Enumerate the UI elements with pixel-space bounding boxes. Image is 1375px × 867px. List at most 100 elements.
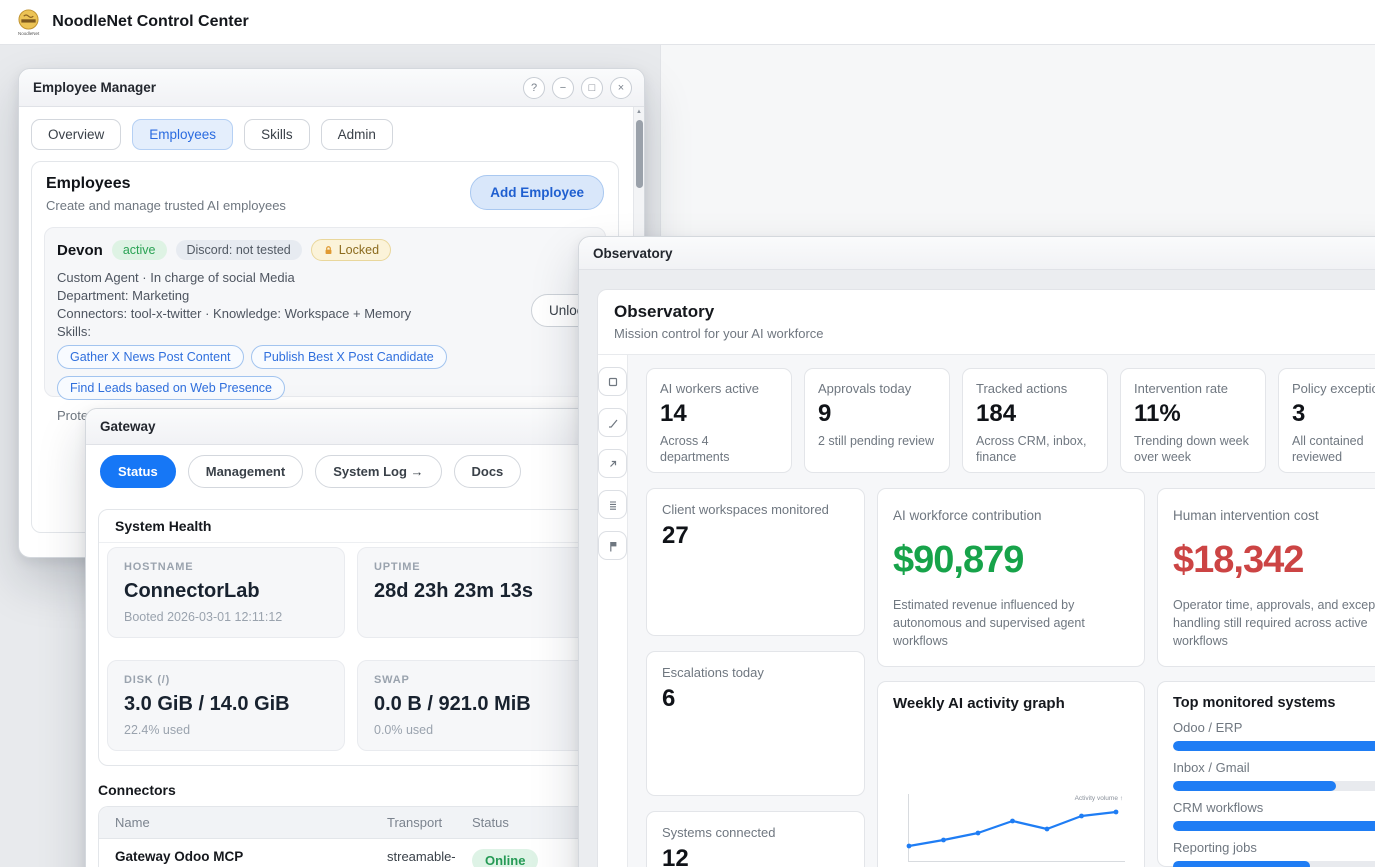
window-title: Gateway [100,419,156,434]
system-item: CRM workflows [1173,800,1375,831]
kpi-policy-exceptions: Policy exceptions 3 All contained review… [1278,368,1375,473]
list-icon[interactable] [598,490,627,519]
system-health-card: System Health HOSTNAME ConnectorLab Boot… [98,509,632,766]
noodlenet-logo-icon [18,8,39,30]
card-escalations: Escalations today 6 [646,651,865,796]
progress-track [1173,781,1375,791]
system-item: Inbox / Gmail [1173,760,1375,791]
square-icon[interactable] [598,367,627,396]
app-title: NoodleNet Control Center [52,13,249,30]
progress-track [1173,861,1375,867]
employee-manager-body: Overview Employees Skills Admin Employee… [19,107,644,558]
window-title: Observatory [593,245,673,261]
tab-employees[interactable]: Employees [132,119,234,150]
kpi-approvals: Approvals today 9 2 still pending review [804,368,950,473]
employee-manager-tabs: Overview Employees Skills Admin [31,119,616,150]
observatory-window: Observatory Observatory Mission control … [578,236,1375,867]
trend-icon[interactable] [598,408,627,437]
stat-hostname: HOSTNAME ConnectorLab Booted 2026-03-01 … [107,547,345,638]
progress-fill [1173,821,1375,831]
kpi-tracked-actions: Tracked actions 184 Across CRM, inbox, f… [962,368,1108,473]
tab-overview[interactable]: Overview [31,119,122,150]
add-employee-button[interactable]: Add Employee [470,175,604,210]
employee-manager-window: Employee Manager ? − □ × Overview Employ… [18,68,645,558]
locked-badge: Locked [310,239,392,261]
window-title: Employee Manager [33,80,157,95]
connector-name: Gateway Odoo MCP [115,849,244,864]
scrollbar-thumb[interactable] [636,120,643,188]
employee-name: Devon [57,241,103,259]
system-item: Reporting jobs [1173,840,1375,867]
observatory-titlebar[interactable]: Observatory [579,237,1375,270]
stat-uptime: UPTIME 28d 23h 23m 13s [357,547,595,638]
discord-badge: Discord: not tested [175,240,302,260]
gateway-tabs: Status Management System Log → Docs [86,445,644,496]
column-status: Status [472,815,509,830]
page-title: Observatory [614,302,715,321]
flag-icon[interactable] [598,531,627,560]
card-intervention-cost: Human intervention cost $18,342 Operator… [1157,488,1375,667]
tab-management[interactable]: Management [187,455,304,488]
observatory-body: Observatory Mission control for your AI … [579,270,1375,867]
revenue-value: $90,879 [893,539,1024,581]
observatory-panel: Observatory Mission control for your AI … [597,289,1375,867]
column-transport: Transport [387,815,443,830]
status-badge: active [111,240,167,260]
card-workspaces: Client workspaces monitored 27 [646,488,865,636]
tab-system-log[interactable]: System Log → [315,455,442,488]
progress-fill [1173,741,1375,751]
system-item: Odoo / ERP [1173,720,1375,751]
card-ai-contribution: AI workforce contribution $90,879 Estima… [877,488,1145,667]
close-button[interactable]: × [610,76,632,99]
employee-department: Department: Marketing [57,288,190,303]
skill-pill[interactable]: Gather X News Post Content [57,345,244,369]
status-badge: Online [472,849,539,867]
tab-status[interactable]: Status [100,455,176,488]
app-header: NoodleNet NoodleNet Control Center [0,0,1375,45]
logo-label: NoodleNet [18,30,40,36]
scroll-up-arrow-icon[interactable]: ▲ [636,109,642,115]
observatory-sidebar [598,355,628,867]
svg-text:Activity volume ↑: Activity volume ↑ [1075,795,1123,802]
maximize-button[interactable]: □ [581,76,603,99]
skills-list: Gather X News Post Content Publish Best … [57,345,537,400]
tab-admin[interactable]: Admin [320,119,393,150]
gateway-titlebar[interactable]: Gateway [86,409,644,445]
tab-skills[interactable]: Skills [244,119,310,150]
connectors-title: Connectors [98,782,176,798]
gateway-window: Gateway Status Management System Log → D… [85,408,645,867]
section-subtitle: Create and manage trusted AI employees [46,198,286,213]
progress-fill [1173,781,1336,791]
progress-track [1173,741,1375,751]
observatory-content: AI workers active 14 Across 4 department… [628,355,1375,867]
kpi-ai-workers: AI workers active 14 Across 4 department… [646,368,792,473]
employee-manager-titlebar[interactable]: Employee Manager ? − □ × [19,69,644,107]
arrow-up-right-icon[interactable] [598,449,627,478]
employee-card: Devon active Discord: not tested Locked … [44,227,609,423]
stat-swap: SWAP 0.0 B / 921.0 MiB 0.0% used [357,660,595,751]
stat-disk: DISK (/) 3.0 GiB / 14.0 GiB 22.4% used [107,660,345,751]
help-button[interactable]: ? [523,76,545,99]
connectors-table: Name Transport Status Gateway Odoo MCP h… [98,806,632,867]
card-weekly-activity: Weekly AI activity graph MonTueWedThuFri… [877,681,1145,867]
progress-fill [1173,861,1310,867]
skill-pill[interactable]: Publish Best X Post Candidate [250,345,447,369]
system-health-title: System Health [99,510,631,543]
app-logo: NoodleNet [18,8,40,36]
skill-pill[interactable]: Find Leads based on Web Presence [57,376,285,400]
weekly-activity-chart: MonTueWedThuFriSatSunActivity volume ↑ [906,794,1125,862]
kpi-row: AI workers active 14 Across 4 department… [646,368,1375,473]
card-systems-connected: Systems connected 12 [646,811,865,867]
lock-icon [325,245,332,254]
minimize-button[interactable]: − [552,76,574,99]
table-row[interactable]: Gateway Odoo MCP http://192.168.86.61:80… [99,839,631,867]
tab-docs[interactable]: Docs [453,455,522,488]
table-header: Name Transport Status [99,807,631,839]
card-top-systems: Top monitored systems Odoo / ERP Inbox /… [1157,681,1375,867]
employees-section: Employees Create and manage trusted AI e… [31,161,619,533]
connector-transport: streamable-http [387,849,456,867]
employee-connectors: Connectors: tool-x-twitter · Knowledge: … [57,306,412,321]
cost-value: $18,342 [1173,539,1304,581]
kpi-intervention-rate: Intervention rate 11% Trending down week… [1120,368,1266,473]
